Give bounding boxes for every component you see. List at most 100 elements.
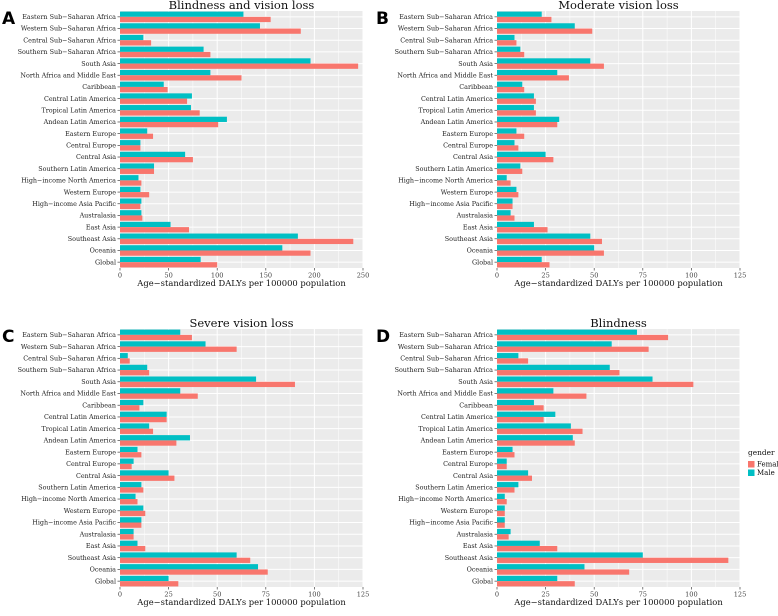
bar-male-15 <box>497 186 517 193</box>
category-label: Caribbean <box>459 401 493 409</box>
category-label: Tropical Latin America <box>418 106 493 114</box>
bar-female-1 <box>497 28 593 34</box>
bar-male-18 <box>120 221 171 228</box>
category-label: North Africa and Middle East <box>397 390 493 398</box>
bar-male-0 <box>497 11 542 17</box>
bar-male-0 <box>120 329 181 335</box>
bar-male-9 <box>120 435 190 441</box>
bar-male-11 <box>497 458 507 464</box>
bar-female-5 <box>120 393 198 399</box>
category-label: Tropical Latin America <box>418 425 493 433</box>
bar-female-0 <box>497 16 552 23</box>
bar-female-11 <box>120 463 132 470</box>
category-label: Southeast Asia <box>68 235 116 243</box>
bar-male-3 <box>120 364 148 371</box>
bar-male-11 <box>120 458 134 464</box>
bar-female-18 <box>497 545 558 552</box>
bar-male-17 <box>120 528 134 535</box>
x-axis-label: Age−standardized DALYs per 100000 popula… <box>136 278 346 288</box>
category-label: High−income North America <box>398 177 493 185</box>
category-label: Western Europe <box>441 507 493 515</box>
panel-label: B <box>376 9 389 29</box>
chart-panel-B: B Moderate vision loss Eastern Sub−Saharan… <box>376 0 746 288</box>
category-label: High−income Asia Pacific <box>409 519 493 527</box>
bar-female-21 <box>120 581 179 587</box>
bar-male-0 <box>497 329 637 335</box>
bar-female-11 <box>497 145 519 151</box>
bar-male-19 <box>497 552 643 558</box>
x-tick-label: 100 <box>308 591 321 599</box>
bar-male-9 <box>497 435 573 441</box>
bar-male-8 <box>497 105 534 111</box>
x-tick-label: 50 <box>213 591 221 599</box>
bar-female-18 <box>497 227 548 233</box>
panel-label: D <box>376 327 390 347</box>
category-label: Andean Latin America <box>420 118 494 126</box>
bar-female-3 <box>497 370 620 376</box>
bar-male-5 <box>120 388 181 394</box>
bar-female-4 <box>497 381 694 388</box>
bar-male-14 <box>497 493 505 500</box>
chart-title: Blindness <box>590 316 647 330</box>
bar-male-2 <box>120 34 144 41</box>
legend-label-female: Female <box>757 461 778 469</box>
bar-female-0 <box>497 334 669 341</box>
chart-panel-D: D Blindness Eastern Sub−Saharan Africa West… <box>376 316 746 607</box>
bar-male-15 <box>497 505 505 511</box>
bar-female-19 <box>120 238 354 245</box>
bar-female-3 <box>497 51 525 58</box>
category-label: Western Sub−Saharan Africa <box>21 343 116 351</box>
bar-female-14 <box>497 180 511 186</box>
category-label: Southeast Asia <box>445 554 493 562</box>
bar-female-0 <box>120 334 192 341</box>
x-tick-label: 75 <box>262 591 270 599</box>
category-label: Global <box>95 577 116 585</box>
bar-male-20 <box>120 245 283 251</box>
bar-female-16 <box>497 522 505 528</box>
bar-male-1 <box>497 23 575 29</box>
bar-female-3 <box>120 51 211 58</box>
bar-male-2 <box>497 34 515 41</box>
bar-male-20 <box>120 564 259 570</box>
bar-male-13 <box>497 163 521 169</box>
bar-male-13 <box>497 482 519 488</box>
x-tick-label: 0 <box>495 591 499 599</box>
bar-female-11 <box>120 145 141 151</box>
legend-swatch-female <box>748 461 755 468</box>
category-label: Western Europe <box>441 188 493 196</box>
bar-female-2 <box>120 358 130 364</box>
bar-male-4 <box>120 58 311 64</box>
chart-title: Moderate vision loss <box>558 0 679 12</box>
bar-male-18 <box>497 221 534 228</box>
category-label: Eastern Sub−Saharan Africa <box>22 331 116 339</box>
bar-male-16 <box>497 517 505 523</box>
category-label: Caribbean <box>459 83 493 91</box>
bar-female-4 <box>497 63 604 69</box>
bar-female-15 <box>497 510 505 517</box>
x-tick-label: 25 <box>164 591 172 599</box>
bar-female-0 <box>120 16 271 23</box>
bar-female-1 <box>120 346 237 352</box>
category-label: Central Europe <box>443 142 493 150</box>
x-tick-label: 125 <box>734 591 747 599</box>
bar-male-1 <box>120 341 206 347</box>
x-axis-label: Age−standardized DALYs per 100000 popula… <box>513 278 723 288</box>
category-label: Eastern Sub−Saharan Africa <box>399 13 493 21</box>
category-label: Central Sub−Saharan Africa <box>23 36 116 44</box>
category-label: South Asia <box>458 378 493 386</box>
x-tick-label: 250 <box>357 272 370 280</box>
bar-female-6 <box>497 405 544 411</box>
bar-male-10 <box>497 446 513 453</box>
category-label: North Africa and Middle East <box>20 390 116 398</box>
bar-male-4 <box>120 376 257 382</box>
bar-male-16 <box>120 198 142 204</box>
bar-female-7 <box>120 416 167 423</box>
bar-female-17 <box>497 534 509 540</box>
bar-female-20 <box>497 250 604 256</box>
category-label: Central Europe <box>66 460 116 468</box>
legend-title: gender <box>748 448 775 457</box>
category-label: Southern Sub−Saharan Africa <box>395 48 494 56</box>
category-label: Global <box>472 577 493 585</box>
bar-female-13 <box>120 487 144 493</box>
bar-male-13 <box>120 482 142 488</box>
